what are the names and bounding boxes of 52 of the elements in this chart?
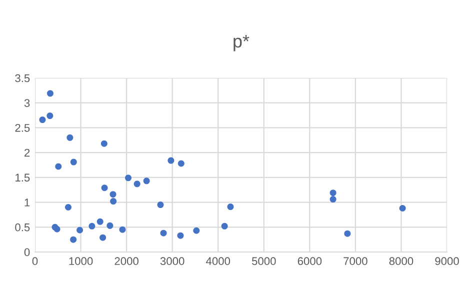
point	[70, 236, 77, 243]
x-tick-label: 5000	[252, 257, 276, 266]
point	[157, 202, 164, 208]
point	[193, 227, 200, 234]
point	[143, 178, 150, 184]
point	[64, 204, 72, 211]
point	[330, 196, 336, 203]
point	[39, 116, 46, 124]
x-tick-label: 3000	[160, 257, 184, 266]
x-tick-label: 4000	[206, 257, 230, 266]
y-tick-label: 2.5	[15, 124, 30, 132]
point	[168, 157, 174, 164]
point	[399, 204, 406, 212]
y-tick-label: 1	[24, 198, 30, 206]
x-tick-label: 7000	[344, 257, 368, 266]
point	[101, 184, 108, 192]
y-tick-label: 0	[24, 248, 30, 256]
point	[330, 190, 336, 196]
point	[160, 230, 167, 236]
point	[100, 234, 106, 241]
point	[344, 230, 351, 237]
point	[110, 191, 116, 198]
point	[100, 140, 108, 147]
x-tick-label: 8000	[389, 257, 414, 266]
point	[110, 198, 117, 205]
y-tick-label: 3	[24, 99, 30, 107]
point	[96, 218, 104, 225]
point	[106, 222, 114, 229]
x-tick-label: 2000	[114, 257, 138, 266]
point	[177, 232, 184, 239]
x-tick-label: 9000	[435, 257, 459, 266]
point	[178, 160, 184, 167]
y-tick-label: 1.5	[16, 174, 30, 182]
point	[88, 222, 96, 230]
x-tick-label: 1000	[69, 257, 93, 266]
point	[66, 134, 74, 141]
point	[227, 204, 234, 210]
point	[55, 163, 62, 170]
x-tick-label: 0	[32, 257, 38, 266]
y-tick-label: 0.5	[15, 223, 30, 232]
point	[119, 226, 126, 233]
y-tick-label: 3.5	[15, 74, 30, 82]
point	[76, 226, 84, 234]
point	[70, 158, 77, 166]
x-tick-label: 6000	[298, 257, 322, 266]
point	[46, 90, 54, 97]
chart-title: p*	[234, 35, 250, 52]
point	[221, 222, 228, 230]
point	[46, 112, 54, 120]
point	[124, 174, 132, 182]
y-tick-label: 2	[24, 148, 30, 157]
point	[134, 180, 140, 188]
